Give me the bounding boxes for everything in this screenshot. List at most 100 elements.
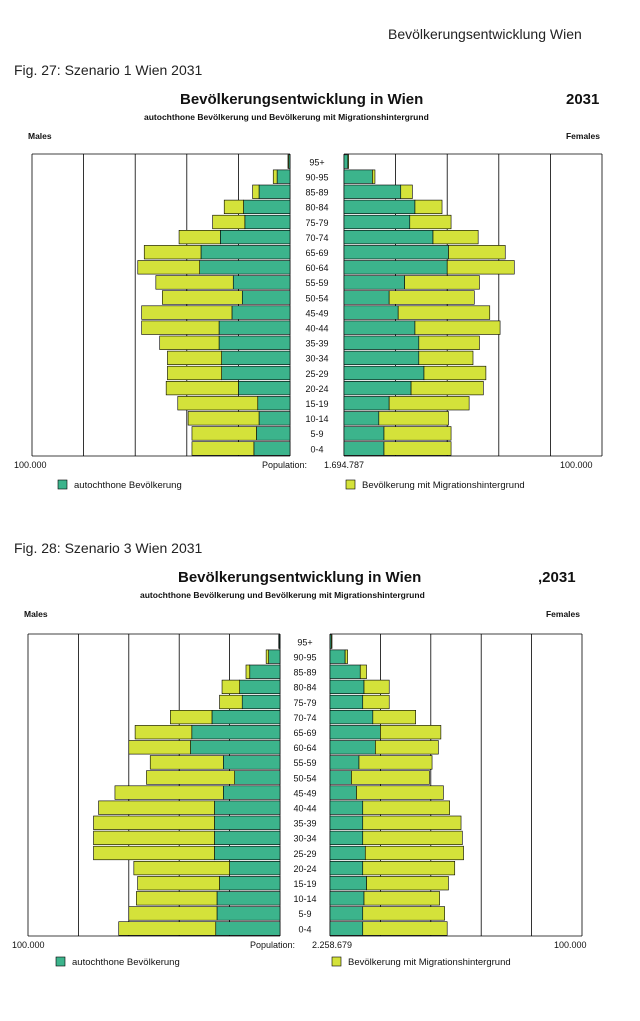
age-group-label: 65-69 (305, 248, 328, 258)
chart-subtitle: autochthone Bevölkerung und Bevölkerung … (140, 590, 425, 600)
age-group-label: 45-49 (305, 308, 328, 318)
bar-female-autochthon (329, 740, 376, 755)
bar-male-autochthon (218, 320, 291, 335)
bar-male-migration (137, 260, 200, 275)
bar-female-autochthon (343, 154, 349, 169)
chart-title: Bevölkerungsentwicklung in Wien (180, 91, 423, 108)
bar-male-autochthon (214, 845, 281, 861)
bar-male-migration (114, 785, 224, 800)
age-group-label: 80-84 (305, 203, 328, 213)
legend-swatch-migration (331, 956, 342, 967)
bar-female-autochthon (329, 845, 366, 861)
bar-female-autochthon (343, 320, 416, 335)
bar-male-migration (272, 169, 278, 184)
bar-female-migration (366, 876, 449, 891)
legend-label-autochthon: autochthone Bevölkerung (72, 957, 180, 968)
bar-male-migration (223, 199, 244, 214)
population-value: 2.258.679 (312, 940, 352, 950)
bar-male-migration (128, 906, 218, 921)
bar-male-migration (98, 800, 215, 815)
bar-female-migration (414, 320, 501, 335)
population-pyramid-chart-2: Bevölkerungsentwicklung in Wien ,2031 auto… (12, 569, 587, 968)
bar-female-migration (375, 740, 439, 755)
bar-female-migration (414, 199, 443, 214)
bar-male-migration (177, 396, 259, 411)
bar-male-autochthon (221, 350, 291, 366)
age-group-label: 35-39 (305, 339, 328, 349)
bar-female-autochthon (343, 305, 399, 320)
bar-female-migration (372, 169, 376, 184)
bar-male-migration (187, 411, 260, 426)
age-group-label: 20-24 (293, 864, 316, 874)
bar-female-migration (351, 770, 430, 785)
chart-year: ,2031 (538, 569, 576, 586)
age-group-label: 55-59 (293, 758, 316, 768)
males-label: Males (28, 131, 52, 141)
bar-female-autochthon (329, 860, 364, 876)
bar-male-autochthon (258, 184, 291, 199)
bar-male-autochthon (249, 664, 281, 679)
bar-male-migration (191, 426, 257, 441)
bar-female-autochthon (329, 876, 367, 891)
bar-male-autochthon (234, 770, 281, 785)
bar-male-autochthon (241, 290, 291, 305)
bar-female-autochthon (329, 785, 357, 800)
bar-female-autochthon (343, 290, 390, 305)
bar-female-migration (364, 845, 464, 861)
bar-female-migration (409, 214, 452, 230)
bar-female-migration (388, 290, 475, 305)
bar-female-migration (347, 154, 349, 169)
bar-male-autochthon (214, 815, 281, 830)
axis-max-left: 100.000 (12, 940, 45, 950)
bar-male-migration (141, 320, 220, 335)
bar-male-autochthon (231, 305, 291, 320)
bar-female-migration (432, 230, 479, 245)
bar-female-autochthon (343, 335, 420, 350)
bar-female-migration (362, 694, 390, 710)
legend-swatch-migration (345, 479, 356, 490)
bar-female-migration (404, 275, 480, 290)
age-group-label: 75-79 (305, 218, 328, 228)
bar-female-autochthon (329, 906, 364, 921)
bar-female-autochthon (329, 725, 381, 740)
bar-male-autochthon (257, 396, 291, 411)
bar-male-autochthon (199, 260, 291, 275)
bar-male-autochthon (239, 679, 281, 694)
age-group-label: 5-9 (310, 429, 323, 439)
bar-female-autochthon (343, 214, 411, 230)
bar-male-migration (212, 214, 246, 230)
legend-label-autochthon: autochthone Bevölkerung (74, 480, 182, 491)
bar-male-migration (118, 921, 217, 936)
age-group-label: 45-49 (293, 788, 316, 798)
age-group-label: 15-19 (293, 879, 316, 889)
bar-female-migration (448, 245, 506, 260)
bar-female-autochthon (343, 245, 449, 260)
bar-female-autochthon (329, 649, 346, 664)
bar-male-migration (287, 154, 290, 169)
bar-male-migration (155, 275, 234, 290)
bar-male-migration (191, 441, 255, 456)
bar-male-migration (178, 230, 221, 245)
bar-female-autochthon (343, 365, 425, 381)
bar-male-autochthon (215, 921, 281, 936)
bar-female-autochthon (343, 426, 385, 441)
bar-male-migration (167, 365, 222, 381)
bar-female-autochthon (329, 891, 365, 906)
age-group-label: 90-95 (293, 653, 316, 663)
legend-swatch-autochthon (57, 479, 68, 490)
bar-female-migration (362, 815, 462, 830)
bar-female-migration (330, 634, 333, 649)
bar-female-migration (388, 396, 470, 411)
population-label: Population: (262, 460, 307, 470)
axis-max-right: 100.000 (560, 460, 593, 470)
bar-male-autochthon (256, 426, 291, 441)
bar-female-migration (359, 664, 367, 679)
bar-male-migration (133, 860, 230, 876)
chart-title: Bevölkerungsentwicklung in Wien (178, 569, 421, 586)
bar-female-autochthon (343, 380, 412, 396)
bar-female-migration (383, 441, 452, 456)
bar-male-autochthon (216, 891, 281, 906)
bar-male-autochthon (200, 245, 291, 260)
bar-female-autochthon (343, 396, 390, 411)
bar-male-autochthon (216, 906, 281, 921)
